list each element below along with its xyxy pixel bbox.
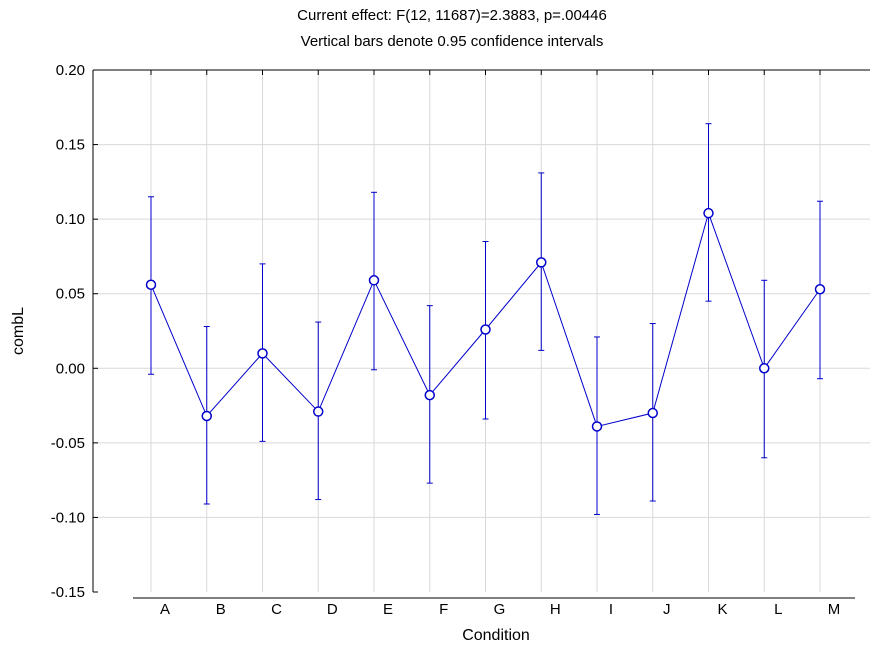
x-tick-label: L xyxy=(774,601,782,618)
data-point-marker xyxy=(647,407,658,419)
x-tick-label: B xyxy=(216,601,226,618)
y-tick-label: -0.15 xyxy=(51,584,85,601)
data-point-marker xyxy=(201,410,212,422)
y-axis-label: combL xyxy=(10,307,27,355)
y-tick-label: 0.00 xyxy=(56,360,85,377)
data-point-marker xyxy=(424,389,435,401)
x-tick-label: E xyxy=(383,601,393,618)
data-point-marker xyxy=(257,348,268,359)
data-point-marker xyxy=(368,275,380,286)
x-tick-label: I xyxy=(609,601,613,618)
data-point-marker xyxy=(480,324,491,335)
y-tick-label: 0.20 xyxy=(56,62,85,79)
axis-layer: 0.20 0.15 0.10 0.05 0.00 -0.05 -0.10 -0.15 A B C D E… xyxy=(51,62,870,618)
x-tick-label: J xyxy=(663,601,671,618)
x-tick-label: K xyxy=(717,601,727,618)
y-tick-label: 0.10 xyxy=(56,211,85,228)
chart-title: Current effect: F(12, 11687)=2.3883, p=.… xyxy=(297,7,607,24)
y-tick-label: -0.05 xyxy=(51,435,85,452)
data-point-marker xyxy=(591,421,603,432)
x-tick-label: H xyxy=(550,601,561,618)
data-point-marker xyxy=(536,257,547,268)
y-tick-label: 0.05 xyxy=(56,286,85,303)
series-layer xyxy=(145,123,826,515)
x-axis-label: Condition xyxy=(462,627,530,644)
data-point-marker xyxy=(759,363,770,374)
x-tick-label: A xyxy=(160,601,170,618)
x-tick-label: F xyxy=(439,601,448,618)
x-tick-label: G xyxy=(494,601,506,618)
data-point-marker xyxy=(703,207,714,219)
y-tick-label: -0.10 xyxy=(51,509,85,526)
data-point-marker xyxy=(313,406,324,417)
chart-subtitle: Vertical bars denote 0.95 confidence int… xyxy=(301,33,604,50)
y-tick-label: 0.15 xyxy=(56,137,85,154)
x-tick-label: C xyxy=(271,601,282,618)
data-point-marker xyxy=(145,279,157,291)
x-tick-label: D xyxy=(327,601,338,618)
data-point-marker xyxy=(814,283,826,295)
x-tick-label: M xyxy=(828,601,841,618)
